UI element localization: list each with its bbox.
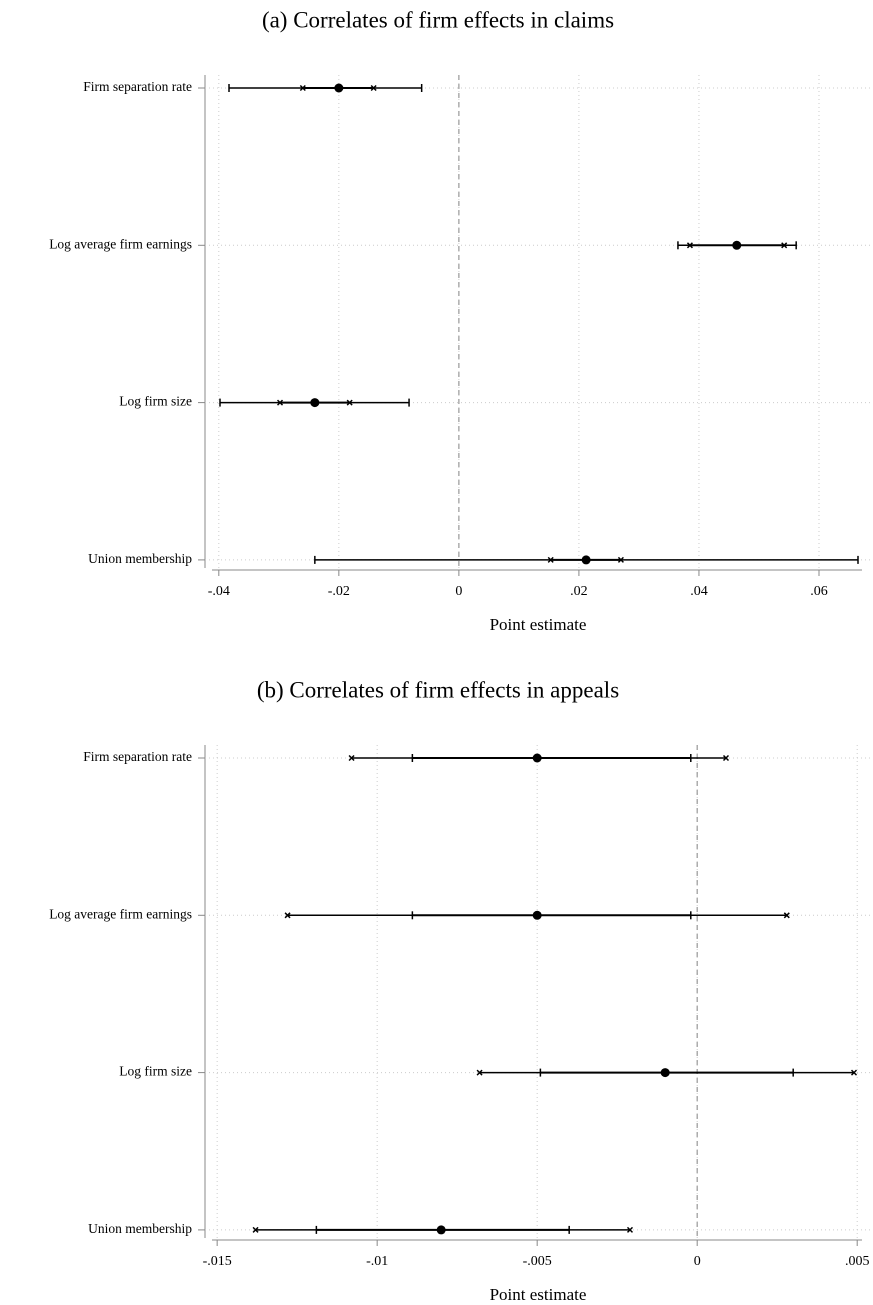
y-tick-label: Log firm size	[119, 1064, 192, 1079]
point-estimate	[310, 398, 320, 408]
point-estimate	[732, 240, 742, 250]
point-estimate	[581, 555, 591, 565]
y-tick-label: Firm separation rate	[83, 79, 192, 94]
x-tick-label: .06	[810, 584, 828, 599]
ci-cross	[252, 1226, 259, 1233]
y-tick-label: Union membership	[88, 1221, 192, 1236]
ci-cross	[626, 1226, 634, 1233]
ci-cross	[276, 399, 284, 406]
ci-cross	[284, 912, 291, 919]
chart-title: (a) Correlates of firm effects in claims	[262, 7, 614, 32]
ci-cross	[850, 1069, 858, 1076]
y-tick-label: Log average firm earnings	[49, 906, 192, 921]
ci-cross	[348, 754, 355, 762]
x-tick-label: .04	[690, 584, 708, 599]
point-estimate	[334, 83, 344, 93]
ci-cross	[617, 556, 624, 563]
x-tick-label: -.015	[203, 1254, 232, 1269]
ci-cross	[722, 754, 730, 762]
y-tick-label: Log firm size	[119, 394, 192, 409]
chart-title: (b) Correlates of firm effects in appeal…	[257, 677, 619, 702]
ci-cross	[370, 84, 377, 92]
point-estimate	[436, 1225, 446, 1235]
x-tick-label: -.04	[208, 584, 230, 599]
ci-cross	[547, 556, 554, 563]
y-tick-label: Union membership	[88, 551, 192, 566]
x-axis-title: Point estimate	[490, 615, 587, 634]
y-tick-label: Log average firm earnings	[49, 236, 192, 251]
ci-cross	[783, 912, 790, 919]
x-tick-label: 0	[455, 584, 462, 599]
point-estimate	[660, 1068, 670, 1078]
x-tick-label: -.005	[523, 1254, 552, 1269]
ci-cross	[299, 84, 306, 92]
x-tick-label: .02	[570, 584, 588, 599]
y-tick-label: Firm separation rate	[83, 749, 192, 764]
point-estimate	[532, 753, 542, 763]
x-tick-label: 0	[694, 1254, 701, 1269]
ci-cross	[476, 1069, 483, 1076]
point-estimate	[532, 910, 542, 920]
x-tick-label: -.02	[328, 584, 350, 599]
x-tick-label: .005	[845, 1254, 870, 1269]
ci-cross	[346, 399, 353, 406]
x-tick-label: -.01	[366, 1254, 388, 1269]
ci-cross	[686, 242, 693, 249]
ci-cross	[781, 242, 788, 249]
x-axis-title: Point estimate	[490, 1285, 587, 1304]
